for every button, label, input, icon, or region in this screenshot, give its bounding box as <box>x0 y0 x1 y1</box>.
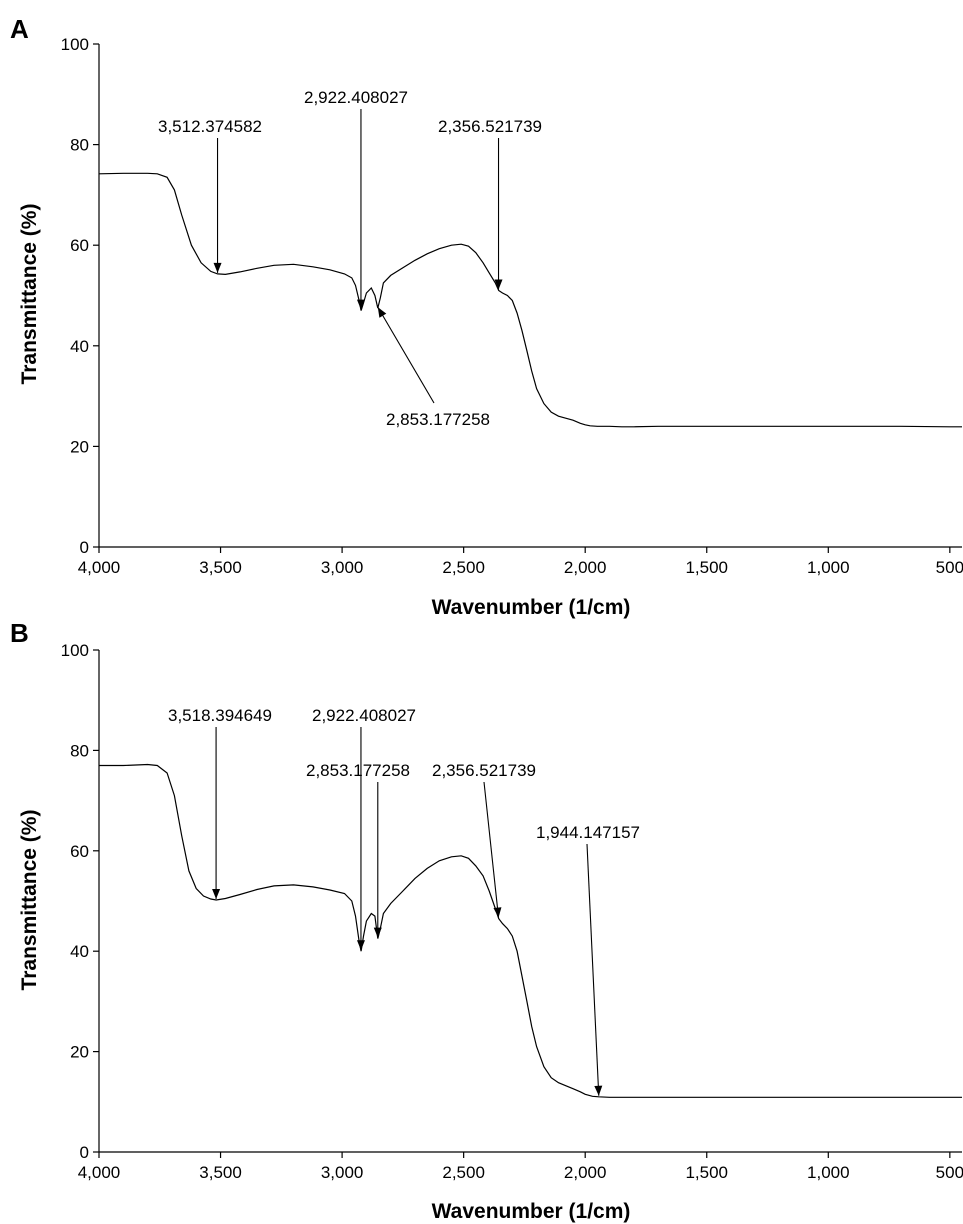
panel-b-y-tick-label: 100 <box>61 641 89 660</box>
panel-b-x-tick-label: 1,000 <box>807 1163 850 1182</box>
panel-b-peak-arrow <box>586 843 600 1096</box>
panel-b-x-tick-label: 2,500 <box>442 1163 485 1182</box>
panel-b-peak-label: 1,944.147157 <box>536 823 640 842</box>
panel-b-x-tick-label: 2,000 <box>564 1163 607 1182</box>
panel-a-x-axis-title: Wavenumber (1/cm) <box>432 596 631 619</box>
panel-a-x-tick-label: 2,500 <box>442 558 485 577</box>
panel-a-peak-arrow <box>377 306 435 404</box>
panel-b-x-tick-label: 500 <box>936 1163 963 1182</box>
panel-a-x-tick-label: 2,000 <box>564 558 607 577</box>
panel-a-peak-label: 2,922.408027 <box>304 88 408 107</box>
panel-a-x-tick-label: 1,000 <box>807 558 850 577</box>
panel-b-letter: B <box>10 618 29 648</box>
panel-b-spectrum-line <box>99 763 962 1098</box>
panel-b-peak-arrowhead <box>594 1085 603 1096</box>
panel-a-letter: A <box>10 14 29 44</box>
panel-a-y-tick-label: 40 <box>70 337 89 356</box>
panel-b-peak-label: 2,922.408027 <box>312 706 416 725</box>
panel-b-x-tick-label: 3,000 <box>321 1163 364 1182</box>
panel-b: B Wavenumber (1/cm) Transmittance (%) 4,… <box>10 618 963 1223</box>
panel-a-x-tick-label: 3,500 <box>199 558 242 577</box>
panel-a-x-tick-label: 1,500 <box>685 558 728 577</box>
panel-a-y-axis-title: Transmittance (%) <box>18 204 41 385</box>
panel-b-y-tick-label: 80 <box>70 741 89 760</box>
panel-b-y-tick-label: 0 <box>80 1143 89 1162</box>
panel-b-peak-arrowhead <box>356 940 365 951</box>
panel-b-y-tick-label: 20 <box>70 1043 89 1062</box>
panel-a-y-tick-label: 80 <box>70 136 89 155</box>
panel-b-x-tick-label: 1,500 <box>685 1163 728 1182</box>
panel-a-peak-arrowhead <box>356 299 365 310</box>
panel-a-y-tick-label: 100 <box>61 35 89 54</box>
panel-b-peak-arrow <box>483 781 500 918</box>
panel-a-y-tick-label: 20 <box>70 437 89 456</box>
panel-a-peak-arrowhead <box>377 307 387 318</box>
panel-a-peak-arrowhead <box>494 279 503 290</box>
panel-a-y-tick-label: 0 <box>80 538 89 557</box>
panel-b-x-tick-label: 3,500 <box>199 1163 242 1182</box>
panel-b-peak-arrowhead <box>373 927 382 938</box>
panel-a-spectrum-line <box>98 172 962 428</box>
panel-b-peak-label: 2,853.177258 <box>306 761 410 780</box>
panel-b-y-tick-label: 40 <box>70 942 89 961</box>
panel-a-x-tick-label: 4,000 <box>78 558 121 577</box>
panel-a-x-tick-label: 3,000 <box>321 558 364 577</box>
panel-b-x-tick-label: 4,000 <box>78 1163 121 1182</box>
panel-a-peak-label: 3,512.374582 <box>158 117 262 136</box>
panel-a-y-tick-label: 60 <box>70 236 89 255</box>
panel-b-peak-arrowhead <box>493 907 502 918</box>
panel-a-peak-label: 2,853.177258 <box>386 410 490 429</box>
panel-b-y-tick-label: 60 <box>70 842 89 861</box>
panel-b-peak-label: 2,356.521739 <box>432 761 536 780</box>
panel-b-peak-label: 3,518.394649 <box>168 706 272 725</box>
panel-a-peak-label: 2,356.521739 <box>438 117 542 136</box>
panel-a-x-tick-label: 500 <box>936 558 963 577</box>
panel-b-peak-arrowhead <box>212 888 221 899</box>
panel-a: A Wavenumber (1/cm) Transmittance (%) 4,… <box>10 14 963 619</box>
panel-a-peak-arrowhead <box>213 262 222 273</box>
panel-b-y-axis-title: Transmittance (%) <box>18 810 41 991</box>
panel-b-x-axis-title: Wavenumber (1/cm) <box>432 1200 631 1223</box>
